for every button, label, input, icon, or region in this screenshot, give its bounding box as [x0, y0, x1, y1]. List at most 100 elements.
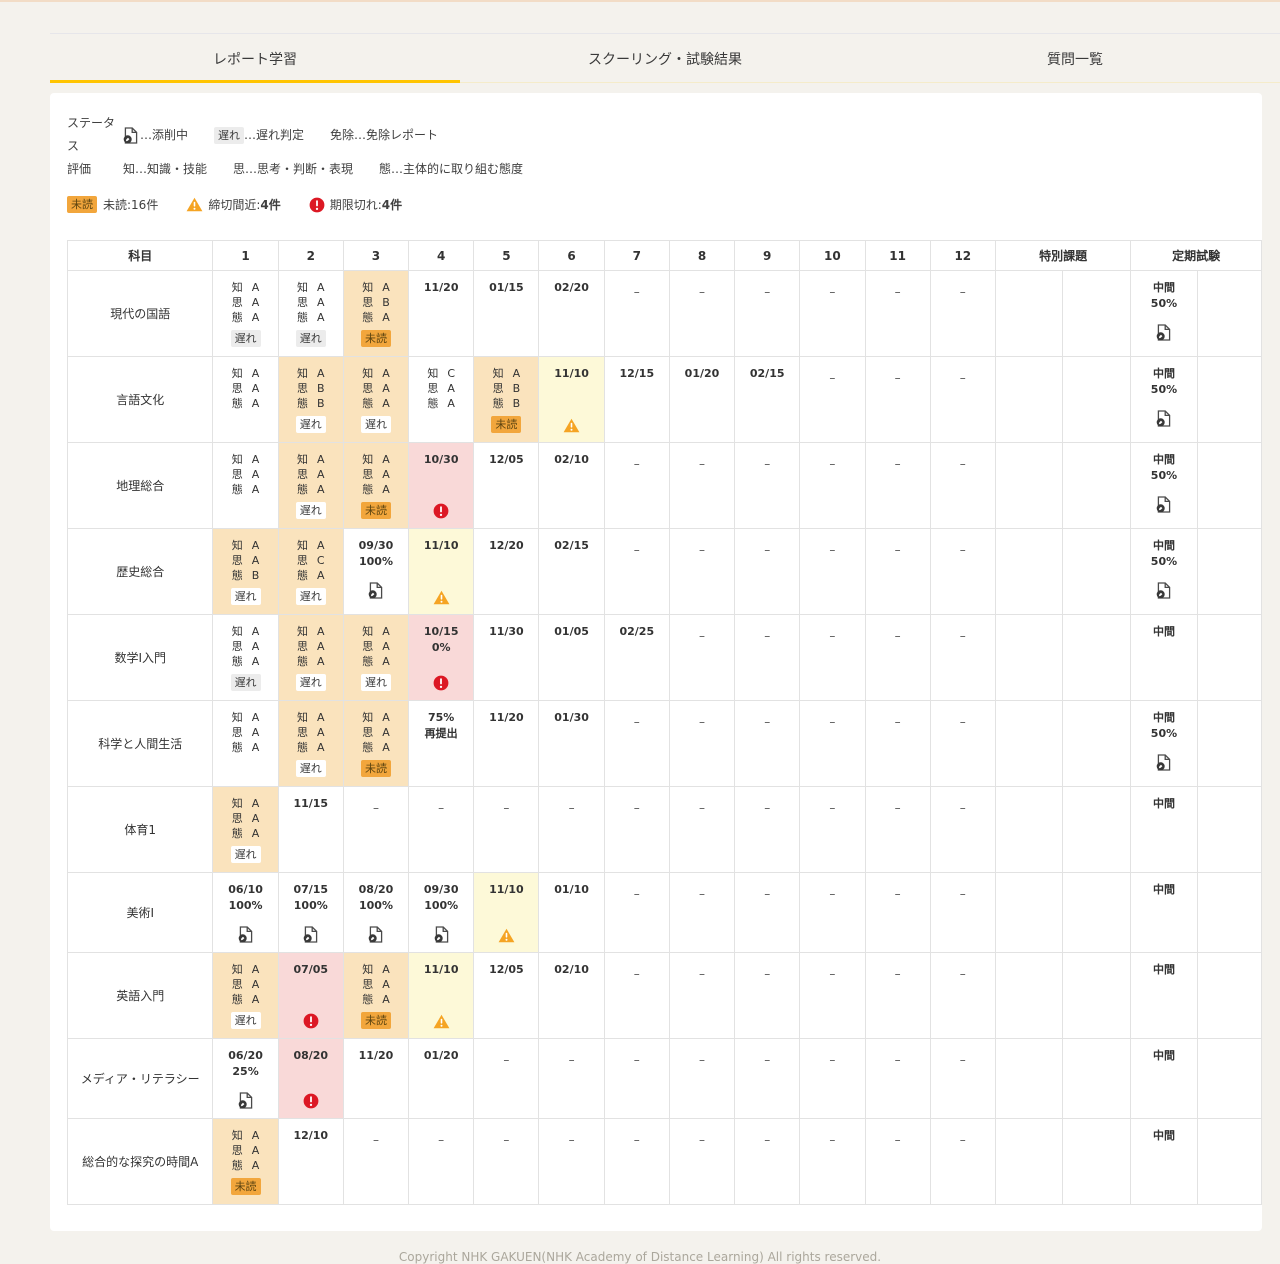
special-assignment-cell: [1062, 356, 1132, 443]
report-cell[interactable]: 01/20: [668, 356, 736, 443]
report-cell[interactable]: 知 A 思 A 態 A 遅れ: [342, 614, 410, 701]
report-cell[interactable]: 知 A 思 A 態 A 未読: [212, 1118, 279, 1205]
report-cell[interactable]: 12/10: [277, 1118, 344, 1205]
report-cell[interactable]: 11/15: [277, 786, 344, 873]
report-cell[interactable]: 02/20: [538, 270, 605, 357]
periodic-exam-cell[interactable]: 中間 50%: [1130, 270, 1198, 357]
report-cell[interactable]: 01/30: [538, 700, 605, 787]
report-cell[interactable]: 知 A 思 C 態 A 遅れ: [277, 528, 344, 615]
report-cell[interactable]: 11/20: [473, 700, 540, 787]
report-cell[interactable]: 知 A 思 A 態 A 遅れ: [212, 270, 279, 357]
grade-value: A: [251, 397, 260, 410]
legend-late: 遅れ …遅れ判定: [214, 124, 304, 147]
report-cell[interactable]: 06/10 100%: [212, 872, 279, 953]
report-cell[interactable]: 知 A 思 A 態 A 未読: [342, 952, 410, 1039]
grade-value: A: [382, 655, 390, 668]
report-cell[interactable]: 11/10: [538, 356, 605, 443]
periodic-exam-cell[interactable]: 中間 50%: [1130, 700, 1198, 787]
report-cell[interactable]: 知 A 思 A 態 A 遅れ: [277, 614, 344, 701]
grade-label: 思: [231, 554, 243, 567]
subject-name: 歴史総合: [66, 528, 214, 615]
report-cell[interactable]: 11/20: [342, 1038, 410, 1119]
report-cell[interactable]: 知 A 思 B 態 B 遅れ: [277, 356, 344, 443]
tab-report-learning[interactable]: レポート学習: [50, 34, 460, 83]
report-cell[interactable]: 11/30: [473, 614, 540, 701]
periodic-exam-cell[interactable]: 中間 50%: [1130, 356, 1198, 443]
report-cell[interactable]: 02/25: [603, 614, 670, 701]
report-cell[interactable]: 01/10: [538, 872, 605, 953]
report-cell[interactable]: 知 A 思 A 態 A 未読: [342, 442, 410, 529]
no-report-dash: –: [829, 887, 836, 901]
report-cell[interactable]: 02/10: [538, 442, 605, 529]
report-cell[interactable]: 12/20: [473, 528, 540, 615]
legend-exempt: 免除 …免除レポート: [330, 124, 438, 147]
report-cell[interactable]: 10/15 0%: [408, 614, 475, 701]
report-cell[interactable]: 知 A 思 A 態 A 未読: [342, 700, 410, 787]
report-cell[interactable]: 01/20: [408, 1038, 475, 1119]
periodic-exam-cell[interactable]: 中間: [1130, 872, 1198, 953]
periodic-exam-cell: [1196, 270, 1263, 357]
periodic-exam-cell[interactable]: 中間: [1130, 786, 1198, 873]
report-cell[interactable]: 06/20 25%: [212, 1038, 279, 1119]
report-cell[interactable]: 12/05: [473, 442, 540, 529]
report-cell[interactable]: 知 A 思 A 態 A 遅れ: [212, 786, 279, 873]
report-cell[interactable]: 07/05: [277, 952, 344, 1039]
cell-text-line: 50%: [1150, 727, 1178, 740]
report-cell[interactable]: 11/10: [473, 872, 540, 953]
report-cell[interactable]: 12/05: [473, 952, 540, 1039]
tab-question-list[interactable]: 質問一覧: [870, 34, 1280, 83]
grade-label: 思: [231, 468, 243, 481]
periodic-exam-cell[interactable]: 中間 50%: [1130, 442, 1198, 529]
periodic-exam-cell[interactable]: 中間: [1130, 1038, 1198, 1119]
report-cell[interactable]: 07/15 100%: [277, 872, 344, 953]
grade-label: 態: [231, 655, 243, 668]
periodic-exam-cell[interactable]: 中間: [1130, 952, 1198, 1039]
report-cell[interactable]: 11/10: [408, 528, 475, 615]
periodic-exam-cell[interactable]: 中間 50%: [1130, 528, 1198, 615]
report-cell[interactable]: 12/15: [603, 356, 670, 443]
report-cell[interactable]: 10/30: [408, 442, 475, 529]
report-cell[interactable]: 75% 再提出: [408, 700, 475, 787]
cell-text-line: 01/10: [554, 883, 589, 896]
grade-label: 態: [492, 397, 504, 410]
periodic-exam-cell[interactable]: 中間: [1130, 1118, 1198, 1205]
report-cell[interactable]: 01/15: [473, 270, 540, 357]
report-cell[interactable]: 11/20: [408, 270, 475, 357]
report-cell[interactable]: 01/05: [538, 614, 605, 701]
no-report-dash: –: [829, 629, 836, 643]
report-cell[interactable]: 知 A 思 B 態 B 未読: [473, 356, 540, 443]
report-cell: –: [603, 700, 670, 787]
report-cell[interactable]: 02/15: [734, 356, 801, 443]
no-report-dash: –: [698, 715, 705, 729]
report-cell[interactable]: 11/10: [408, 952, 475, 1039]
report-cell[interactable]: 08/20 100%: [342, 872, 410, 953]
report-cell[interactable]: 知 A 思 A 態 A 遅れ: [277, 270, 344, 357]
report-cell[interactable]: 知 A 思 A 態 B 遅れ: [212, 528, 279, 615]
report-cell[interactable]: 02/15: [538, 528, 605, 615]
grade-value: A: [251, 367, 260, 380]
report-cell[interactable]: 知 A 思 A 態 A 遅れ: [277, 700, 344, 787]
report-cell[interactable]: 知 A 思 A 態 A 遅れ: [277, 442, 344, 529]
cell-text-line: 中間: [1152, 963, 1175, 976]
report-cell[interactable]: 02/10: [538, 952, 605, 1039]
report-cell[interactable]: 知 A 思 A 態 A 遅れ: [212, 952, 279, 1039]
report-cell[interactable]: 知 A 思 A 態 A 遅れ: [212, 614, 279, 701]
report-cell[interactable]: 08/20: [277, 1038, 344, 1119]
report-cell[interactable]: 09/30 100%: [342, 528, 410, 615]
warning-icon: [498, 928, 515, 943]
grade-label: 知: [231, 625, 243, 638]
report-cell[interactable]: 09/30 100%: [408, 872, 475, 953]
status-badge: 遅れ: [295, 502, 326, 519]
report-cell[interactable]: 知 A 思 A 態 A 遅れ: [342, 356, 410, 443]
periodic-exam-cell[interactable]: 中間: [1130, 614, 1198, 701]
grade-label: 思: [297, 468, 308, 481]
tab-schooling-results[interactable]: スクーリング・試験結果: [460, 34, 870, 83]
cell-text-line: 10/30: [423, 453, 459, 466]
report-cell[interactable]: 知 A 思 B 態 A 未読: [342, 270, 410, 357]
